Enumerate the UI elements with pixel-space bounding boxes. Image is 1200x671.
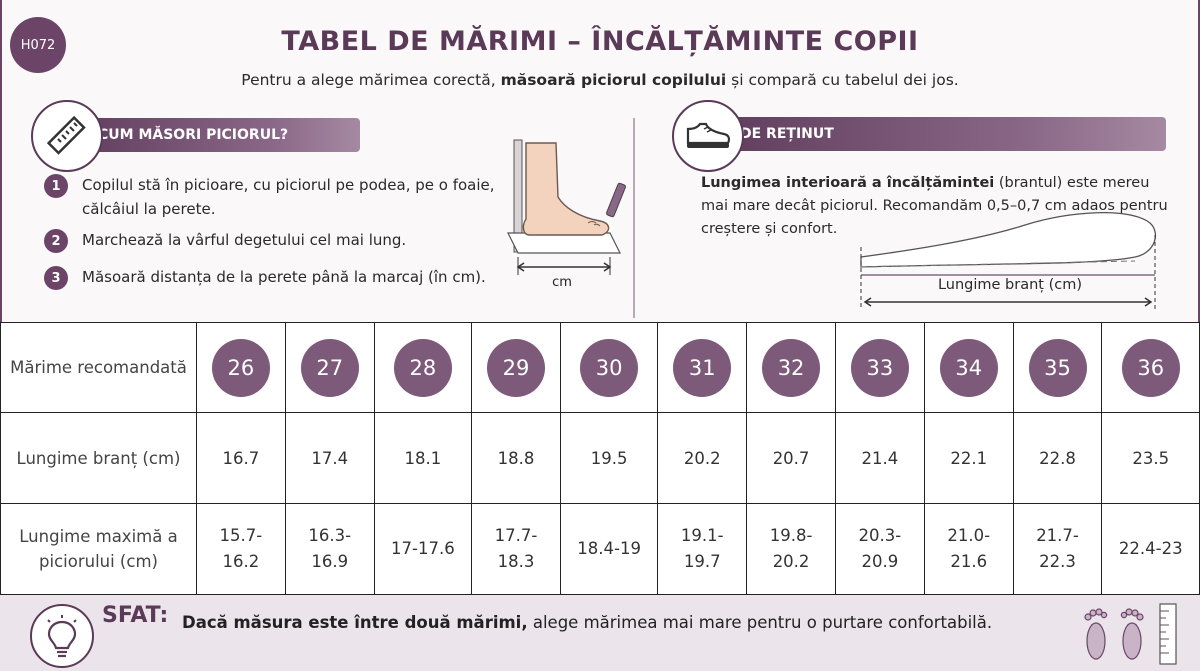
step-number: 3 — [44, 266, 68, 290]
foot-range: 16.3-16.9 — [308, 526, 352, 571]
size-circle: 26 — [211, 338, 270, 397]
foot-cell: 21.7-22.3 — [1012, 503, 1103, 595]
insole-cell: 20.2 — [657, 412, 748, 504]
insole-cell: 19.5 — [559, 412, 659, 504]
tip-bar — [0, 594, 1200, 671]
insole-cell: 21.4 — [834, 412, 925, 504]
size-cell: 28 — [373, 322, 473, 413]
how-to-measure-heading: CUM MĂSORI PICIORUL? — [62, 118, 360, 152]
page-title: TABEL DE MĂRIMI – ÎNCĂLȚĂMINTE COPII — [281, 26, 919, 57]
foot-range: 17.7-18.3 — [494, 526, 538, 571]
step-3: 3 Măsoară distanța de la perete până la … — [44, 265, 522, 290]
step-text: Copilul stă în picioare, cu piciorul pe … — [82, 176, 495, 218]
insole-cell: 18.8 — [471, 412, 561, 504]
insole-cell: 16.7 — [196, 412, 286, 504]
insole-cell: 22.1 — [923, 412, 1014, 504]
table-row-size: Mărime recomandată 26 27 28 29 30 31 32 … — [0, 322, 1200, 413]
size-cell: 34 — [923, 322, 1014, 413]
foot-cell: 20.3-20.9 — [834, 503, 925, 595]
table-row-insole: Lungime branț (cm) 16.7 17.4 18.1 18.8 1… — [0, 412, 1200, 504]
remember-bold: Lungimea interioară a încălțămintei — [701, 175, 995, 191]
size-circle: 35 — [1028, 338, 1087, 397]
foot-cell: 17-17.6 — [373, 503, 473, 595]
foot-cell: 21.0-21.6 — [923, 503, 1014, 595]
step-text: Marchează la vârful degetului cel mai lu… — [82, 231, 407, 249]
size-circle: 36 — [1121, 338, 1180, 397]
size-circle: 28 — [393, 338, 452, 397]
ruler-icon — [31, 100, 103, 172]
size-cell: 35 — [1012, 322, 1103, 413]
foot-cell: 18.4-19 — [559, 503, 659, 595]
foot-cell: 22.4-23 — [1101, 503, 1200, 595]
size-cell: 27 — [284, 322, 375, 413]
size-table: Mărime recomandată 26 27 28 29 30 31 32 … — [0, 322, 1200, 595]
section-divider — [633, 118, 635, 318]
insole-length-label: Lungime branț (cm) — [937, 277, 1083, 293]
subtitle-post: și compară cu tabelul dei jos. — [726, 71, 959, 89]
foot-range: 21.7-22.3 — [1036, 526, 1079, 571]
foot-range: 15.7-16.2 — [219, 526, 263, 571]
foot-range: 19.8-20.2 — [769, 526, 813, 571]
page-subtitle: Pentru a alege mărimea corectă, măsoară … — [0, 71, 1200, 89]
remember-text: Lungimea interioară a încălțămintei (bra… — [701, 172, 1171, 241]
row-label-insole: Lungime branț (cm) — [0, 412, 197, 504]
foot-range: 18.4-19 — [577, 539, 641, 558]
remember-body: (brantul) este mereu mai mare decât pici… — [701, 175, 1168, 237]
shoe-icon — [672, 100, 744, 172]
size-cell: 26 — [196, 322, 286, 413]
size-circle: 30 — [580, 338, 639, 397]
header-panel — [0, 0, 1200, 322]
lightbulb-icon — [30, 604, 94, 668]
foot-range: 22.4-23 — [1118, 539, 1183, 558]
step-1: 1 Copilul stă în picioare, cu piciorul p… — [44, 173, 522, 221]
insole-cell: 17.4 — [284, 412, 375, 504]
remember-heading: DE REȚINUT — [700, 117, 1166, 151]
size-circle: 34 — [939, 338, 998, 397]
row-label-size: Mărime recomandată — [0, 322, 197, 413]
insole-cell: 22.8 — [1012, 412, 1103, 504]
size-circle: 31 — [673, 338, 732, 397]
illus-cm-label: cm — [552, 275, 572, 290]
step-text: Măsoară distanța de la perete până la ma… — [82, 268, 486, 286]
table-row-foot: Lungime maximă a piciorului (cm) 15.7-16… — [0, 503, 1200, 595]
size-cell: 36 — [1101, 322, 1200, 413]
foot-cell: 16.3-16.9 — [284, 503, 375, 595]
insole-cell: 20.7 — [746, 412, 836, 504]
insole-illustration — [855, 205, 1165, 314]
foot-range: 19.1-19.7 — [680, 526, 724, 571]
foot-cell: 17.7-18.3 — [471, 503, 561, 595]
tip-label: SFAT: — [102, 603, 169, 628]
subtitle-bold: măsoară piciorul copilului — [500, 71, 727, 89]
size-circle: 27 — [300, 338, 359, 397]
size-cell: 33 — [834, 322, 925, 413]
foot-range: 21.0-21.6 — [947, 526, 991, 571]
foot-range: 20.3-20.9 — [858, 526, 902, 571]
size-cell: 31 — [657, 322, 748, 413]
foot-range: 17-17.6 — [391, 539, 455, 558]
size-circle: 32 — [762, 338, 821, 397]
foot-cell: 19.8-20.2 — [746, 503, 836, 595]
insole-cell: 18.1 — [373, 412, 473, 504]
row-label-foot: Lungime maximă a piciorului (cm) — [0, 503, 197, 595]
subtitle-pre: Pentru a alege mărimea corectă, — [241, 71, 501, 89]
size-cell: 30 — [559, 322, 659, 413]
tip-bold: Dacă măsura este între două mărimi, — [182, 613, 528, 632]
tip-text: Dacă măsura este între două mărimi, aleg… — [182, 613, 992, 632]
size-cell: 32 — [746, 322, 836, 413]
size-cell: 29 — [471, 322, 561, 413]
product-code-badge: H072 — [10, 17, 66, 73]
footprints-ruler-icon — [1074, 601, 1194, 671]
foot-measure-illustration: cm — [500, 135, 630, 299]
insole-cell: 23.5 — [1101, 412, 1200, 504]
step-number: 2 — [44, 229, 68, 253]
foot-cell: 15.7-16.2 — [196, 503, 286, 595]
size-circle: 29 — [486, 338, 545, 397]
step-number: 1 — [44, 174, 68, 198]
step-2: 2 Marchează la vârful degetului cel mai … — [44, 228, 522, 253]
tip-body: alege mărimea mai mare pentru o purtare … — [527, 613, 993, 632]
size-circle: 33 — [850, 338, 909, 397]
foot-cell: 19.1-19.7 — [657, 503, 748, 595]
